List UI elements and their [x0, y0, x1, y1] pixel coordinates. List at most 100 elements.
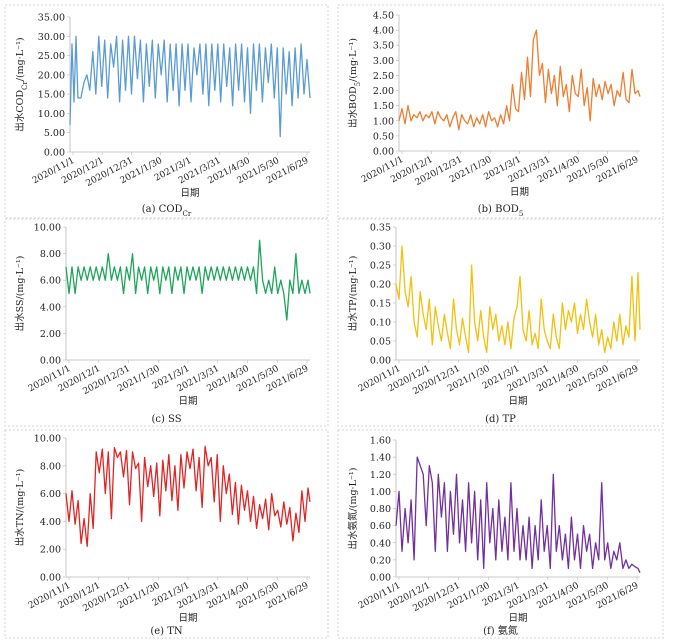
panel-caption-main: (b) BOD	[478, 204, 519, 215]
series-line-cod	[69, 35, 311, 138]
series-line-bod	[398, 29, 641, 131]
y-tick-label: 6.00	[40, 489, 61, 500]
y-tick-label: 5.00	[44, 128, 65, 139]
panel-bod: 0.00 0.50 1.00 1.50 2.00 2.50 3.00 3.50 4.00 4.50…	[337, 4, 664, 219]
panel-ss: 0.002.004.006.008.0010.002020/11/12020/1…	[4, 218, 329, 427]
y-axis-title-main: 出水COD	[14, 90, 26, 132]
y-axis-title-main: 出水BOD	[347, 86, 359, 128]
y-tick-label: 0.00	[40, 356, 61, 367]
panel-caption-sub: 5	[519, 210, 523, 218]
panel-caption-main: (e) TN	[150, 626, 183, 637]
y-tick-label: 1.00	[370, 487, 391, 498]
x-axis-title: 日期	[508, 396, 527, 407]
y-axis-title: 出水TN/(mg·L⁻¹)	[14, 469, 26, 547]
y-axis-title: 出水BOD5/(mg·L⁻¹)	[347, 38, 362, 128]
y-tick-label: 10.00	[34, 223, 61, 234]
y-tick-label: 0.50	[373, 131, 394, 142]
y-tick-label: 8.00	[40, 249, 61, 260]
y-tick-label: 6.00	[40, 276, 61, 287]
series-line-nh3	[395, 456, 641, 573]
y-tick-label: 3.50	[373, 41, 394, 52]
y-axis-title-main: 出水TN/(mg·L⁻¹)	[14, 469, 26, 547]
y-tick-label: 0.20	[370, 280, 391, 291]
y-axis-title-unit: /(mg·L⁻¹)	[15, 37, 26, 81]
y-tick-label: 0.05	[370, 337, 391, 348]
y-tick-label: 0.80	[370, 504, 391, 515]
panel-frame	[4, 4, 329, 219]
y-tick-label: 0.15	[370, 299, 391, 310]
y-axis-title-main: 出水SS/(mg·L⁻¹)	[14, 256, 26, 332]
panel-caption-main: (a) COD	[142, 204, 183, 215]
y-tick-label: 2.00	[373, 86, 394, 97]
y-axis-title-main: 出水氨氮/(mg·L⁻¹)	[347, 468, 359, 550]
y-tick-label: 1.50	[373, 101, 394, 112]
y-tick-label: 0.00	[44, 148, 65, 159]
y-tick-label: 2.00	[40, 545, 61, 556]
panel-caption: (a) CODCr	[142, 204, 192, 218]
y-tick-label: 2.50	[373, 71, 394, 82]
y-axis-title-sub: Cr	[21, 81, 29, 90]
y-tick-label: 10.00	[34, 434, 61, 445]
y-tick-label: 20.00	[38, 70, 65, 81]
panel-caption-main: (f) 氨氮	[483, 624, 518, 637]
series-line-ss	[65, 239, 311, 321]
y-tick-label: 4.00	[373, 26, 394, 37]
panel-nh3: 0.000.200.400.600.801.001.201.401.602020…	[337, 429, 664, 639]
y-tick-label: 25.00	[38, 51, 65, 62]
y-tick-label: 2.00	[40, 329, 61, 340]
y-tick-label: 1.20	[370, 470, 391, 481]
y-tick-label: 0.35	[370, 223, 391, 234]
y-tick-label: 10.00	[38, 109, 65, 120]
panel-tp: 0.000.050.100.150.200.250.300.352020/11/…	[337, 218, 664, 427]
panel-frame	[4, 218, 329, 427]
y-tick-label: 8.00	[40, 461, 61, 472]
y-tick-label: 4.00	[40, 302, 61, 313]
y-tick-label: 0.00	[370, 356, 391, 367]
x-axis-title: 日期	[180, 188, 199, 199]
x-axis-title: 日期	[508, 613, 527, 624]
y-axis-title-unit: /(mg·L⁻¹)	[348, 38, 359, 82]
y-tick-label: 3.00	[373, 56, 394, 67]
panel-caption-main: (d) TP	[485, 414, 516, 425]
y-tick-label: 0.40	[370, 538, 391, 549]
panel-caption: (c) SS	[151, 414, 181, 425]
panel-caption-sub: Cr	[183, 210, 192, 218]
y-tick-label: 30.00	[38, 32, 65, 43]
y-tick-label: 1.60	[370, 436, 391, 447]
y-tick-label: 15.00	[38, 90, 65, 101]
y-tick-label: 1.40	[370, 453, 391, 464]
x-axis-title: 日期	[510, 187, 529, 198]
y-tick-label: 0.20	[370, 555, 391, 566]
panel-caption: (d) TP	[485, 414, 516, 425]
panel-tn: 0.002.004.006.008.0010.002020/11/12020/1…	[4, 429, 329, 639]
y-axis-title: 出水CODCr/(mg·L⁻¹)	[14, 37, 29, 131]
panel-frame	[337, 218, 664, 427]
panel-cod: 0.005.0010.0015.0020.0025.0030.0035.0020…	[4, 4, 329, 219]
y-axis-title: 出水SS/(mg·L⁻¹)	[14, 256, 26, 332]
series-line-tn	[65, 445, 311, 548]
y-tick-label: 0.60	[370, 521, 391, 532]
y-tick-label: 0.00	[373, 147, 394, 158]
y-tick-label: 4.50	[373, 11, 394, 22]
panel-frame	[337, 429, 664, 639]
y-axis-title-main: 出水TP/(mg·L⁻¹)	[347, 256, 359, 332]
y-tick-label: 35.00	[38, 13, 65, 24]
y-tick-label: 4.00	[40, 517, 61, 528]
panel-frame	[4, 429, 329, 639]
panel-caption: (b) BOD5	[478, 204, 524, 218]
panel-caption: (e) TN	[150, 626, 183, 637]
y-axis-title: 出水TP/(mg·L⁻¹)	[347, 256, 359, 332]
panel-caption-main: (c) SS	[151, 414, 181, 425]
panel-frame	[337, 4, 664, 219]
series-line-tp	[395, 245, 641, 354]
panel-caption: (f) 氨氮	[483, 624, 518, 637]
y-tick-label: 0.00	[370, 573, 391, 584]
y-tick-label: 0.30	[370, 242, 391, 253]
y-tick-label: 1.00	[373, 116, 394, 127]
x-axis-title: 日期	[178, 613, 197, 624]
y-axis-title-sub: 5	[354, 82, 362, 86]
y-tick-label: 0.25	[370, 261, 391, 272]
y-tick-label: 0.10	[370, 318, 391, 329]
y-tick-label: 0.00	[40, 573, 61, 584]
